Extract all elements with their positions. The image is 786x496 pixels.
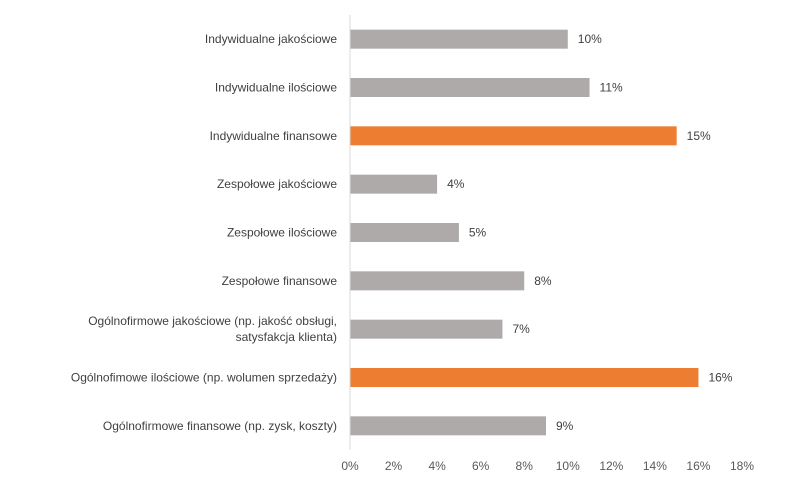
value-label-1: 11%: [600, 81, 623, 95]
value-labels: 10% 11% 15% 4% 5% 8% 7% 16% 9%: [447, 32, 733, 433]
value-label-4: 5%: [469, 226, 487, 240]
category-label-3: Zespołowe jakościowe: [217, 177, 337, 191]
bar-6: [350, 319, 503, 339]
category-label-7: Ogólnofimowe ilościowe (np. wolumen sprz…: [71, 371, 337, 385]
category-label-line: Ogólnofirmowe finansowe (np. zysk, koszt…: [103, 419, 337, 433]
bar-8: [350, 416, 546, 436]
category-label-5: Zespołowe finansowe: [222, 274, 338, 288]
bar-5: [350, 271, 525, 291]
category-label-line: Ogólnofirmowe jakościowe (np. jakość obs…: [88, 314, 337, 328]
bar-2: [350, 126, 677, 146]
category-label-0: Indywidualne jakościowe: [205, 32, 337, 46]
category-label-line: Indywidualne ilościowe: [215, 81, 337, 95]
category-label-2: Indywidualne finansowe: [210, 129, 338, 143]
bar-3: [350, 174, 438, 194]
category-label-line: Indywidualne jakościowe: [205, 32, 337, 46]
x-tick-label-8: 16%: [686, 459, 710, 473]
category-labels: Indywidualne jakościowe Indywidualne iloś…: [71, 32, 337, 433]
category-label-line: Zespołowe finansowe: [222, 274, 338, 288]
x-tick-label-1: 2%: [385, 459, 403, 473]
bar-0: [350, 29, 568, 49]
bars-group: [350, 29, 699, 436]
x-tick-label-7: 14%: [643, 459, 667, 473]
category-label-line: satysfakcja klienta): [236, 330, 337, 344]
bar-7: [350, 368, 699, 387]
value-label-0: 10%: [578, 32, 602, 46]
value-label-8: 9%: [556, 419, 574, 433]
x-tick-label-2: 4%: [428, 459, 446, 473]
x-tick-label-4: 8%: [516, 459, 534, 473]
category-label-6: Ogólnofirmowe jakościowe (np. jakość obs…: [88, 314, 337, 344]
category-label-8: Ogólnofirmowe finansowe (np. zysk, koszt…: [103, 419, 337, 433]
x-tick-label-3: 6%: [472, 459, 490, 473]
bar-1: [350, 78, 590, 97]
value-label-5: 8%: [534, 274, 552, 288]
value-label-2: 15%: [687, 129, 711, 143]
category-label-line: Zespołowe jakościowe: [217, 177, 337, 191]
category-label-line: Zespołowe ilościowe: [227, 226, 337, 240]
x-tick-label-5: 10%: [556, 459, 580, 473]
category-label-line: Indywidualne finansowe: [210, 129, 338, 143]
category-label-line: Ogólnofimowe ilościowe (np. wolumen sprz…: [71, 371, 337, 385]
category-label-1: Indywidualne ilościowe: [215, 81, 337, 95]
value-label-7: 16%: [708, 371, 732, 385]
x-tick-label-0: 0%: [341, 459, 359, 473]
bar-4: [350, 223, 459, 242]
value-label-3: 4%: [447, 177, 465, 191]
x-axis-ticks: 0% 2% 4% 6% 8% 10% 12% 14% 16% 18%: [341, 459, 754, 473]
category-label-4: Zespołowe ilościowe: [227, 226, 337, 240]
x-tick-label-9: 18%: [730, 459, 754, 473]
value-label-6: 7%: [512, 322, 530, 336]
x-tick-label-6: 12%: [599, 459, 623, 473]
